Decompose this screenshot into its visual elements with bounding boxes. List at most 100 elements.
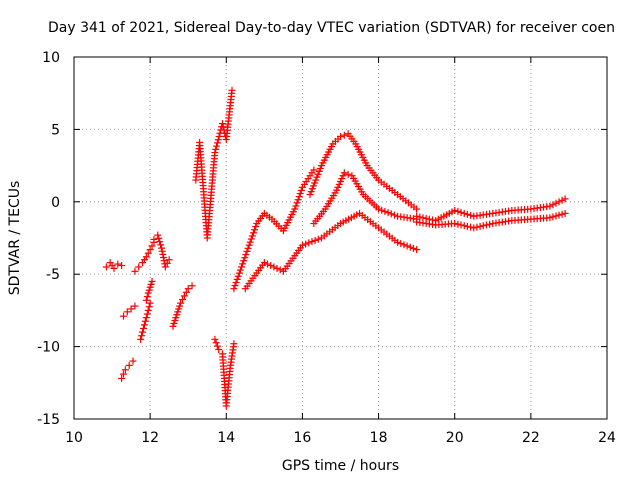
data-point-trail xyxy=(215,132,223,140)
data-point-trail xyxy=(390,211,398,219)
data-point-trail xyxy=(378,206,386,214)
data-point-trail xyxy=(454,220,462,228)
y-tick-label: -15 xyxy=(37,412,60,428)
data-point xyxy=(188,282,196,290)
data-point xyxy=(211,335,219,343)
y-axis-label: SDTVAR / TECUs xyxy=(7,181,23,296)
data-point-trail xyxy=(479,222,487,230)
data-point-trail xyxy=(296,190,304,198)
data-point-trail xyxy=(138,332,146,340)
data-point-trail xyxy=(214,136,222,144)
data-point xyxy=(114,260,122,268)
data-point xyxy=(142,314,150,322)
data-point xyxy=(140,321,148,329)
data-point-trail xyxy=(476,222,484,230)
data-point xyxy=(245,241,253,249)
y-tick-label: -5 xyxy=(46,267,60,283)
data-point-trail xyxy=(381,207,389,215)
data-point-trail xyxy=(144,249,152,257)
data-point xyxy=(230,285,238,293)
data-point xyxy=(165,256,173,264)
data-point xyxy=(215,345,223,353)
data-point-trail xyxy=(273,264,281,272)
data-point-trail xyxy=(463,222,471,230)
data-point xyxy=(413,205,421,213)
data-point-trail xyxy=(558,210,566,218)
data-point-trail xyxy=(387,210,395,218)
data-point-trail xyxy=(232,278,240,286)
plot-frame xyxy=(73,56,608,420)
data-point xyxy=(546,202,554,210)
data-point xyxy=(310,166,318,174)
data-point-trail xyxy=(344,170,352,178)
data-point xyxy=(137,335,145,343)
data-point-trail xyxy=(143,310,151,318)
data-point xyxy=(158,244,166,252)
data-point xyxy=(337,133,344,141)
data-point-trail xyxy=(235,269,243,277)
data-point xyxy=(238,263,246,271)
data-point-trail xyxy=(155,234,163,242)
x-tick-label: 14 xyxy=(217,430,235,446)
x-tick-label: 10 xyxy=(65,430,83,446)
data-point-trail xyxy=(454,207,462,215)
data-point xyxy=(142,296,150,304)
data-point xyxy=(110,264,118,272)
data-point-trail xyxy=(240,257,248,265)
data-point-trail xyxy=(213,139,221,147)
data-point-trail xyxy=(163,259,171,267)
data-point-trail xyxy=(246,238,254,246)
data-point xyxy=(180,292,188,300)
data-point xyxy=(148,277,156,285)
data-point xyxy=(546,214,554,222)
data-point xyxy=(119,312,127,320)
data-point-trail xyxy=(249,229,257,237)
data-point-trail xyxy=(145,303,153,311)
data-point-trail xyxy=(239,260,247,268)
data-point xyxy=(123,308,131,316)
data-point xyxy=(127,305,135,313)
data-point xyxy=(119,370,127,378)
data-point-trail xyxy=(243,247,251,255)
data-point-trail xyxy=(406,243,414,251)
data-point xyxy=(150,235,158,243)
data-point xyxy=(118,262,126,270)
data-point-trail xyxy=(555,211,563,219)
data-point-trail xyxy=(213,142,221,150)
data-point-trail xyxy=(156,238,164,246)
data-point-trail xyxy=(212,145,220,153)
data-point-trail xyxy=(292,202,300,210)
data-point-trail xyxy=(549,213,557,221)
data-point-trail xyxy=(552,199,560,207)
data-point-trail xyxy=(241,254,249,262)
data-point-trail xyxy=(276,266,284,274)
data-point xyxy=(228,86,236,94)
data-point-trail xyxy=(182,288,190,296)
data-points xyxy=(102,86,569,410)
data-point xyxy=(375,205,383,213)
data-point-trail xyxy=(403,242,411,250)
data-point-trail xyxy=(305,239,313,247)
chart-title: Day 341 of 2021, Sidereal Day-to-day VTE… xyxy=(48,20,615,36)
data-point-trail xyxy=(236,266,244,274)
data-point-trail xyxy=(270,263,278,271)
data-point xyxy=(291,205,299,213)
data-point-trail xyxy=(143,293,151,301)
data-point-trail xyxy=(248,232,256,240)
data-point-trail xyxy=(397,240,405,248)
data-point-trail xyxy=(148,242,156,250)
data-point-trail xyxy=(159,254,167,262)
data-point xyxy=(298,241,306,249)
data-point xyxy=(118,374,126,382)
data-point-trail xyxy=(157,241,165,249)
data-point xyxy=(177,299,185,307)
data-point-trail xyxy=(294,196,302,204)
data-point-trail xyxy=(311,236,319,244)
y-tick-label: 10 xyxy=(42,50,60,66)
data-point-trail xyxy=(159,250,167,258)
data-point-trail xyxy=(234,272,242,280)
axis-ticks: 10 12 14 16 18 20 22 24 10 5 0 -5 -10 -15 xyxy=(37,50,616,446)
data-point xyxy=(131,302,139,310)
data-point xyxy=(144,306,152,314)
data-point-trail xyxy=(212,339,220,347)
